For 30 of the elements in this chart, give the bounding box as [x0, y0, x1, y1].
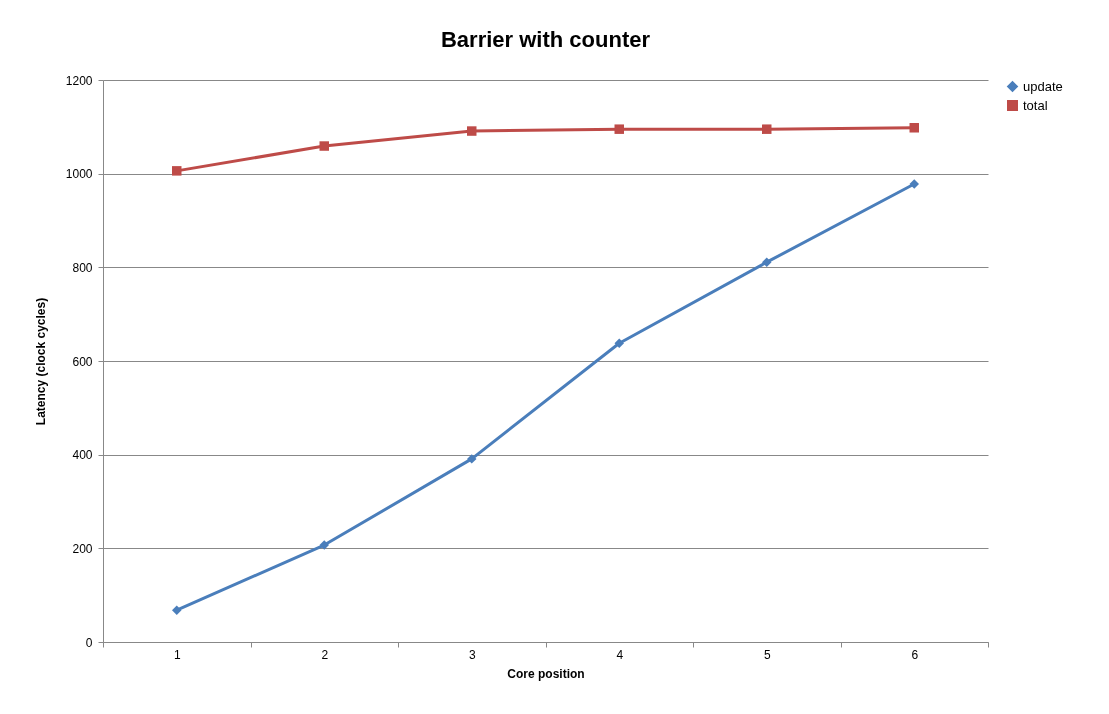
- y-axis-title: Latency (clock cycles): [33, 297, 48, 426]
- point: [614, 338, 624, 348]
- y-tick-label: 800: [72, 260, 93, 275]
- point: [467, 454, 477, 464]
- point: [172, 166, 182, 176]
- point: [319, 540, 329, 550]
- x-tick-label: 4: [616, 647, 624, 662]
- x-tick-label: 5: [763, 647, 771, 662]
- x-tick-label: 1: [173, 647, 181, 662]
- y-tick-label: 1200: [65, 73, 93, 88]
- point: [614, 124, 624, 134]
- legend-label: update: [1023, 78, 1063, 94]
- y-tick-label: 0: [85, 635, 93, 650]
- point: [909, 123, 919, 133]
- legend-label: total: [1023, 97, 1048, 113]
- x-tick-label: 3: [468, 647, 476, 662]
- y-tick-label: 200: [72, 541, 93, 556]
- point: [172, 605, 182, 615]
- point: [762, 257, 772, 267]
- chart-title: Barrier with counter: [440, 27, 651, 52]
- x-tick-label: 6: [911, 647, 919, 662]
- x-tick-label: 2: [321, 647, 329, 662]
- point: [762, 124, 772, 134]
- y-tick-label: 400: [72, 448, 93, 463]
- y-tick-label: 600: [72, 354, 93, 369]
- x-axis-title: Core position: [507, 666, 585, 681]
- point: [319, 141, 329, 151]
- point: [467, 126, 477, 136]
- point: [909, 179, 919, 189]
- y-tick-label: 1000: [65, 167, 93, 182]
